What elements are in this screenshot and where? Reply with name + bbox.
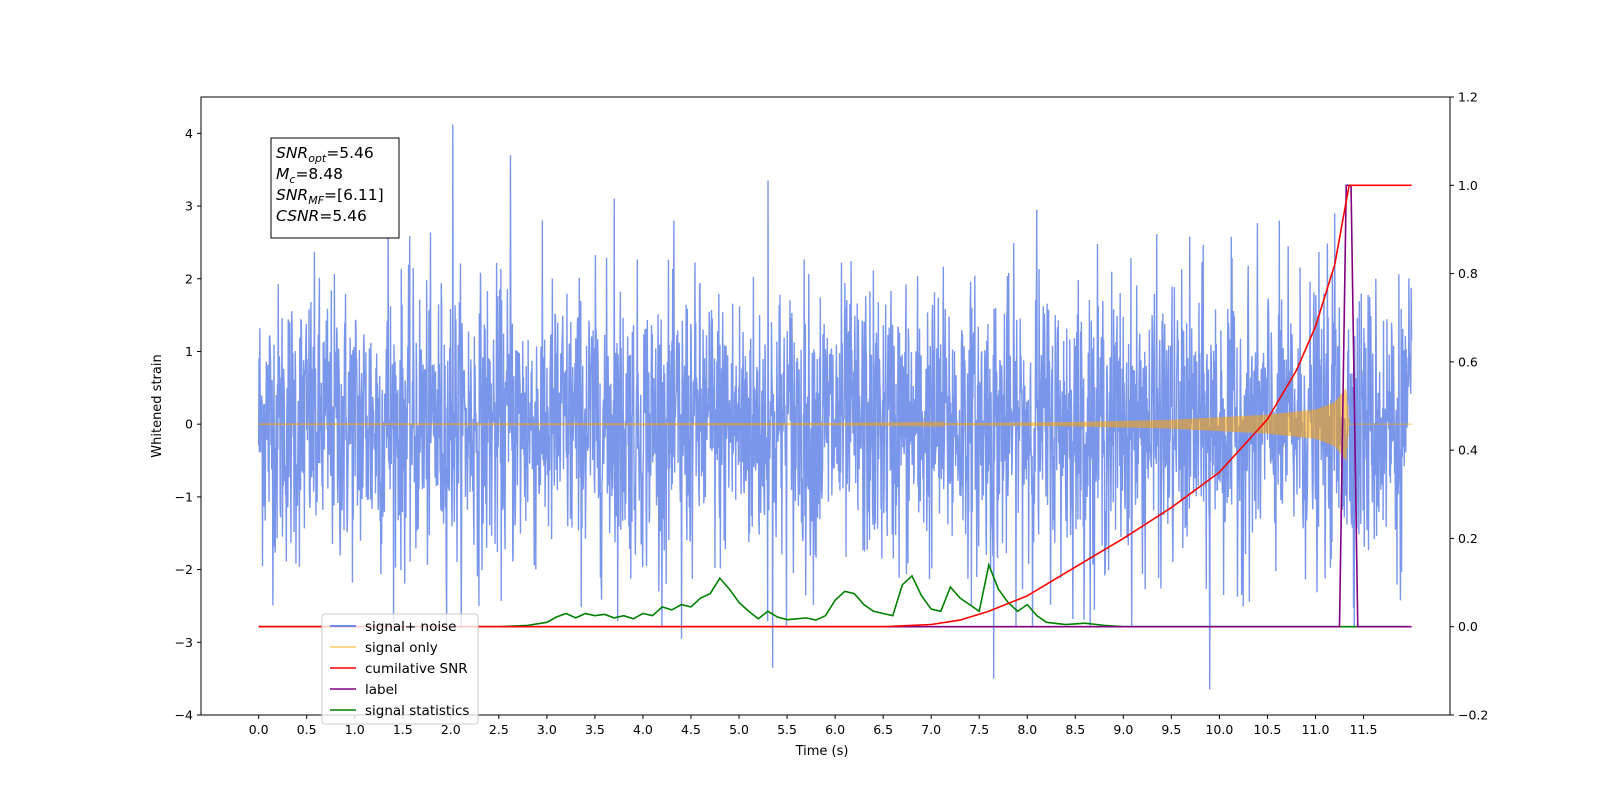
legend-label: signal only [365,640,438,656]
stat-symbol: SNR [276,144,308,162]
x-tick-label: 8.0 [1017,722,1037,737]
stat-value: =5.46 [319,207,367,225]
y2-tick-label: 0.6 [1458,354,1478,369]
legend-label: signal+ noise [365,619,456,635]
x-axis-label: Time (s) [795,744,849,759]
x-tick-label: 0.5 [297,722,317,737]
y2-tick-label: 1.2 [1458,90,1478,105]
series-signal-only [258,388,1412,461]
y2-tick-label: 1.0 [1458,178,1478,193]
x-tick-label: 11.5 [1350,722,1378,737]
x-tick-label: 7.5 [969,722,989,737]
legend-label: signal statistics [365,703,469,719]
x-tick-label: 0.0 [249,722,269,737]
x-tick-label: 10.0 [1205,722,1233,737]
stat-value: =5.46 [326,144,374,162]
x-tick-label: 5.0 [729,722,749,737]
stat-subscript: opt [308,152,327,165]
y-tick-label: −2 [175,562,193,577]
y-tick-label: 3 [185,199,193,214]
series-layer [257,124,1413,690]
x-tick-label: 3.0 [537,722,557,737]
stat-value: =[6.11] [324,186,384,204]
y-axis-right: −0.2 0.0 0.2 0.4 0.6 0.8 1.0 1.2 [1450,90,1488,723]
y-axis-label: Whitened strain [150,354,165,457]
stats-box-frame [270,137,400,239]
stat-line: SNRMF=[6.11] [276,186,384,207]
y2-tick-label: 0.8 [1458,266,1478,281]
plot-frame [200,96,1451,716]
x-tick-label: 3.5 [585,722,605,737]
legend-label: label [365,682,398,698]
x-tick-label: 4.0 [633,722,653,737]
x-tick-label: 7.0 [921,722,941,737]
stat-line: Mc=8.48 [276,165,343,186]
series-cumulative-snr [258,184,1412,628]
y-tick-label: −4 [175,708,193,723]
y2-tick-label: 0.0 [1458,619,1478,634]
stat-value: =8.48 [295,165,343,183]
y-tick-label: 0 [185,417,193,432]
series-signal-noise [257,124,1413,690]
series-signal-statistics [258,562,1407,628]
x-tick-label: 6.0 [825,722,845,737]
y2-tick-label: 0.4 [1458,443,1478,458]
x-tick-label: 9.0 [1113,722,1133,737]
x-tick-label: 6.5 [873,722,893,737]
y-tick-label: −1 [175,489,193,504]
x-tick-label: 10.5 [1254,722,1282,737]
y-tick-label: 1 [185,344,193,359]
x-tick-label: 1.5 [393,722,413,737]
y-tick-label: 2 [185,271,193,286]
stat-symbol: SNR [276,186,308,204]
legend: signal+ noise signal only cumilative SNR la… [321,613,479,725]
stat-subscript: c [289,173,295,186]
x-tick-label: 8.5 [1065,722,1085,737]
y-tick-label: −3 [175,635,193,650]
legend-label: cumilative SNR [365,661,468,677]
x-tick-label: 2.5 [489,722,509,737]
y2-tick-label: 0.2 [1458,531,1478,546]
legend-frame [321,613,479,725]
stat-line: CSNR=5.46 [276,207,367,225]
y-tick-label: 4 [185,126,193,141]
x-tick-label: 2.0 [441,722,461,737]
x-tick-label: 11.0 [1302,722,1330,737]
x-tick-label: 5.5 [777,722,797,737]
stat-subscript: MF [308,194,324,207]
x-tick-label: 4.5 [681,722,701,737]
x-axis: 0.0 0.5 1.0 1.5 2.0 2.5 3.0 3.5 4.0 4.5 5.0 5.5 6.0 6… [249,715,1378,737]
x-tick-label: 1.0 [345,722,365,737]
y2-tick-label: −0.2 [1458,708,1488,723]
y-axis-left: −4 −3 −2 −1 0 1 2 3 4 [175,126,201,723]
stat-symbol: M [276,165,289,183]
stat-line: SNRopt=5.46 [276,144,374,165]
stat-symbol: CSNR [276,207,319,225]
x-tick-label: 9.5 [1161,722,1181,737]
